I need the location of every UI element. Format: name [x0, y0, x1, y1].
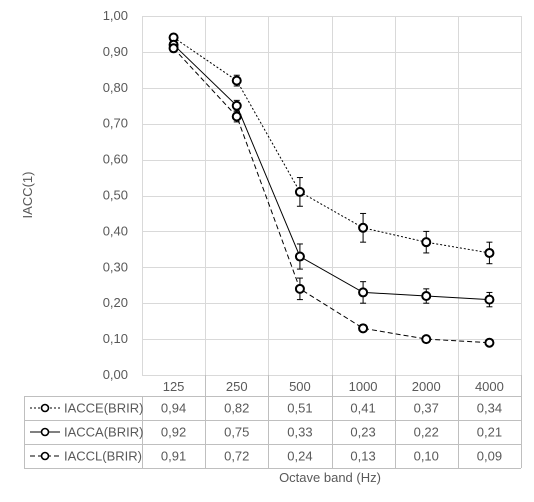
data-label: 0,13 [350, 449, 375, 464]
data-point [421, 237, 432, 248]
data-point [358, 287, 369, 298]
legend-key [30, 427, 60, 437]
data-label: 0,37 [414, 401, 439, 416]
data-point [484, 337, 495, 348]
x-tick-label: 4000 [475, 379, 504, 394]
data-label: 0,23 [350, 425, 375, 440]
y-tick-label: 0,00 [103, 367, 128, 382]
legend-entry: IACCA(BRIR) [64, 425, 143, 440]
data-label: 0,92 [161, 425, 186, 440]
data-label: 0,33 [287, 425, 312, 440]
data-label: 0,41 [350, 401, 375, 416]
legend-key [30, 451, 60, 461]
legend-entry: IACCE(BRIR) [64, 401, 143, 416]
y-tick-label: 0,20 [103, 295, 128, 310]
gridlines [142, 16, 522, 376]
data-point [294, 251, 305, 262]
x-tick-label: 1000 [349, 379, 378, 394]
series-line [173, 47, 490, 344]
data-point [168, 43, 179, 54]
y-tick-label: 0,40 [103, 223, 128, 238]
data-label: 0,91 [161, 449, 186, 464]
series-line [173, 37, 490, 254]
data-label: 0,34 [477, 401, 502, 416]
data-label: 0,22 [414, 425, 439, 440]
plot-area [168, 32, 495, 348]
y-axis-title: IACC(1) [20, 172, 35, 219]
y-tick-label: 0,90 [103, 44, 128, 59]
data-point [484, 247, 495, 258]
y-tick-label: 0,80 [103, 80, 128, 95]
data-table: 125 250 500 1000 2000 4000 IACCE(BRIR) 0,94 0,82… [24, 375, 522, 469]
data-point [294, 186, 305, 197]
y-tick-label: 0,50 [103, 188, 128, 203]
x-tick-label: 500 [289, 379, 311, 394]
data-point [358, 222, 369, 233]
data-point [358, 323, 369, 334]
y-tick-label: 0,60 [103, 152, 128, 167]
data-point [231, 75, 242, 86]
x-tick-label: 2000 [412, 379, 441, 394]
y-tick-label: 0,70 [103, 116, 128, 131]
data-point [421, 291, 432, 302]
data-label: 0,21 [477, 425, 502, 440]
data-point [421, 334, 432, 345]
data-label: 0,75 [224, 425, 249, 440]
data-point [484, 294, 495, 305]
data-label: 0,82 [224, 401, 249, 416]
data-label: 0,09 [477, 449, 502, 464]
legend-key [30, 403, 60, 413]
data-label: 0,51 [287, 401, 312, 416]
legend-entry: IACCL(BRIR) [64, 449, 142, 464]
data-label: 0,24 [287, 449, 312, 464]
series-line [173, 44, 490, 301]
data-label: 0,72 [224, 449, 249, 464]
data-label: 0,94 [161, 401, 186, 416]
x-tick-label: 125 [163, 379, 185, 394]
x-axis-title: Octave band (Hz) [279, 470, 381, 485]
data-label: 0,10 [414, 449, 439, 464]
y-tick-label: 1,00 [103, 8, 128, 23]
y-tick-label: 0,10 [103, 331, 128, 346]
data-point [294, 283, 305, 294]
data-point [231, 100, 242, 111]
data-point [231, 111, 242, 122]
y-axis-ticks: 0,00 0,10 0,20 0,30 0,40 0,50 0,60 0,70 0,80 0,90… [103, 8, 128, 382]
y-tick-label: 0,30 [103, 259, 128, 274]
x-tick-label: 250 [226, 379, 248, 394]
